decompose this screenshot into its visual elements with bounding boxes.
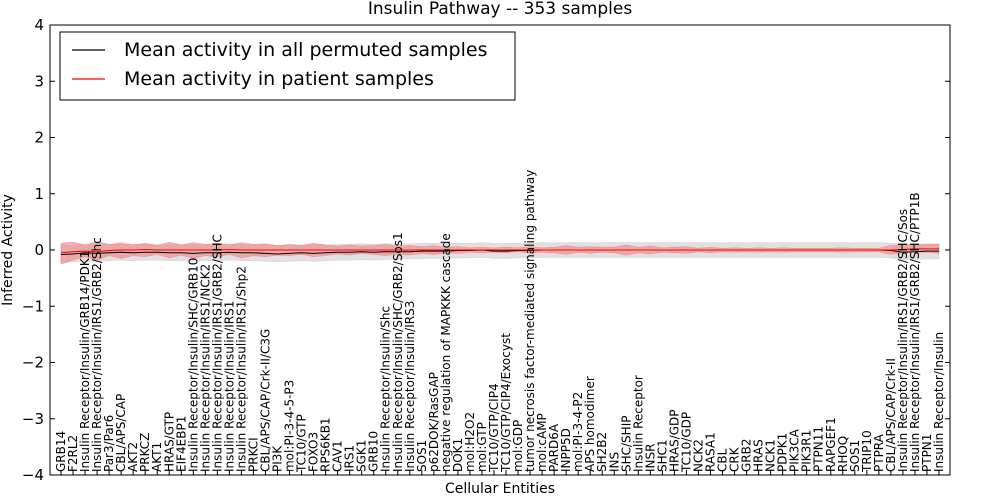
category-label: HRAS/GDP: [667, 409, 681, 472]
category-label: mol:H2O2: [463, 412, 477, 472]
patient-mean-line: [60, 248, 939, 254]
y-axis-label: Inferred Activity: [0, 194, 16, 306]
y-tick-label: −1: [22, 297, 44, 315]
chart-title: Insulin Pathway -- 353 samples: [368, 0, 633, 19]
category-label: RASA1: [703, 432, 717, 472]
category-label: CBL/APS/CAP/Crk-II/C3G: [258, 329, 272, 472]
category-label: Insulin Receptor/Insulin/IRS1/NCK2: [198, 264, 212, 472]
category-label: AKT1: [150, 442, 164, 472]
category-label: GRB2: [740, 438, 754, 472]
category-label: mol:cAMP: [535, 413, 549, 472]
category-label: TC10/GDP: [679, 412, 693, 473]
category-label: INSR: [643, 444, 657, 472]
category-label: tumor necrosis factor-mediated signaling…: [523, 170, 537, 472]
category-label: PRKCI: [246, 437, 260, 472]
category-label: CAV1: [331, 440, 345, 472]
y-tick-label: 1: [34, 185, 44, 203]
patient-confidence-band: [60, 241, 940, 265]
y-tick-label: −3: [22, 410, 44, 428]
category-label: DOK1: [451, 438, 465, 472]
category-label: AKT2: [126, 442, 140, 472]
category-label: SH2B2: [595, 432, 609, 472]
category-label: NCK2: [691, 439, 705, 472]
y-tick-label: 0: [34, 241, 44, 259]
category-label: TC10/GTP/CIP4: [487, 383, 501, 473]
category-label: Insulin Receptor/Insulin/IRS1/GRB2/SHC/P…: [908, 192, 922, 472]
category-label: SHC1: [655, 439, 669, 472]
category-label: TC10/GTP: [295, 414, 309, 473]
category-label: PTPN1: [920, 434, 934, 472]
category-label: p62DOK/RasGAP: [427, 372, 441, 472]
category-label: Insulin Receptor/Insulin/IRS3: [403, 301, 417, 472]
category-label: CBL/APS/CAP/Crk-II: [884, 358, 898, 472]
category-label: PI3K: [270, 445, 284, 472]
category-label: GRB14: [54, 431, 68, 472]
category-label: Insulin Receptor/Insulin/IRS1/GRB2/Shc: [90, 237, 104, 472]
legend-label-patient: Mean activity in patient samples: [124, 68, 434, 90]
category-label: Insulin Receptor/Insulin/SHC/GRB2/Sos1: [391, 232, 405, 472]
series-lines: [60, 248, 939, 255]
category-label: HRAS: [752, 439, 766, 472]
category-label: IRS1: [343, 445, 357, 472]
category-label: CRK: [728, 446, 742, 472]
y-tick-label: −4: [22, 466, 44, 484]
category-label: CBL: [716, 448, 730, 472]
category-label: HRAS/GTP: [162, 412, 176, 472]
category-label: RAPGEF1: [824, 417, 838, 472]
y-tick-label: 2: [34, 129, 44, 147]
category-label: EIF4EBP1: [174, 416, 188, 472]
category-label: APS homodimer: [583, 376, 597, 472]
category-label: PDPK1: [776, 433, 790, 472]
category-label: Insulin Receptor: [631, 375, 645, 472]
category-label: PARD6A: [547, 423, 561, 472]
category-label: FOXO3: [307, 432, 321, 472]
category-label: RPS6KB1: [319, 417, 333, 472]
category-label: Insulin Receptor/Insulin/IRS1/GRB2/SHC/S…: [896, 209, 910, 472]
category-label: Insulin Receptor/Insulin: [932, 332, 946, 472]
category-label: F2RL2: [66, 435, 80, 472]
category-label: negative regulation of MAPKKK cascade: [439, 233, 453, 472]
category-label: Insulin Receptor/Insulin/SHC/GRB10: [186, 258, 200, 472]
category-label: mol:GDP: [511, 420, 525, 472]
category-label: Par3/Par6: [102, 415, 116, 472]
legend-label-permuted: Mean activity in all permuted samples: [124, 39, 487, 61]
category-label: TC10/GTP/CIP4/Exocyst: [499, 333, 513, 473]
legend: Mean activity in all permuted samples Me…: [59, 31, 516, 101]
y-tick-label: 3: [34, 72, 44, 90]
category-label: RHOQ: [836, 436, 850, 472]
category-label: mol:PI-3-4-P2: [571, 392, 585, 472]
legend-box: [59, 31, 516, 101]
category-label: NCK1: [764, 439, 778, 472]
confidence-bands: [60, 241, 940, 265]
category-label: Insulin Receptor/Insulin/IRS1/GRB2/SHC: [210, 234, 224, 472]
y-tick-label: −2: [22, 354, 44, 372]
category-label: PTPN11: [812, 426, 826, 472]
category-label: TRIP10: [860, 430, 874, 473]
category-label: Insulin Receptor/Insulin/Shc: [379, 306, 393, 472]
category-label: SHC/SHIP: [619, 416, 633, 472]
category-label: PIK3R1: [800, 430, 814, 472]
y-axis: −4 −3 −2 −1 0 1 2 3 4: [22, 16, 950, 484]
x-axis-ticks: [60, 470, 940, 475]
category-label: Insulin Receptor/Insulin/IRS1: [222, 301, 236, 472]
category-label: INS: [607, 452, 621, 472]
category-label: CBL/APS/CAP: [114, 394, 128, 472]
category-label: mol:GTP: [475, 422, 489, 472]
category-label: mol:PI-3-4-5-P3: [283, 380, 297, 472]
category-label: PIK3CA: [788, 428, 802, 472]
category-label: SGK1: [355, 440, 369, 472]
category-label: PRKCZ: [138, 433, 152, 472]
category-label: PTPRA: [872, 433, 886, 472]
category-label: INPP5D: [559, 428, 573, 472]
category-label: SOS1: [848, 440, 862, 472]
category-label: SOS1: [415, 440, 429, 472]
x-axis-label: Cellular Entities: [445, 481, 555, 497]
y-tick-label: 4: [34, 16, 44, 34]
category-label: GRB10: [367, 431, 381, 472]
category-label: Insulin Receptor/Insulin/IRS1/Shp2: [234, 266, 248, 472]
category-label: Insulin Receptor/Insulin/GRB14/PDK1: [78, 251, 92, 472]
